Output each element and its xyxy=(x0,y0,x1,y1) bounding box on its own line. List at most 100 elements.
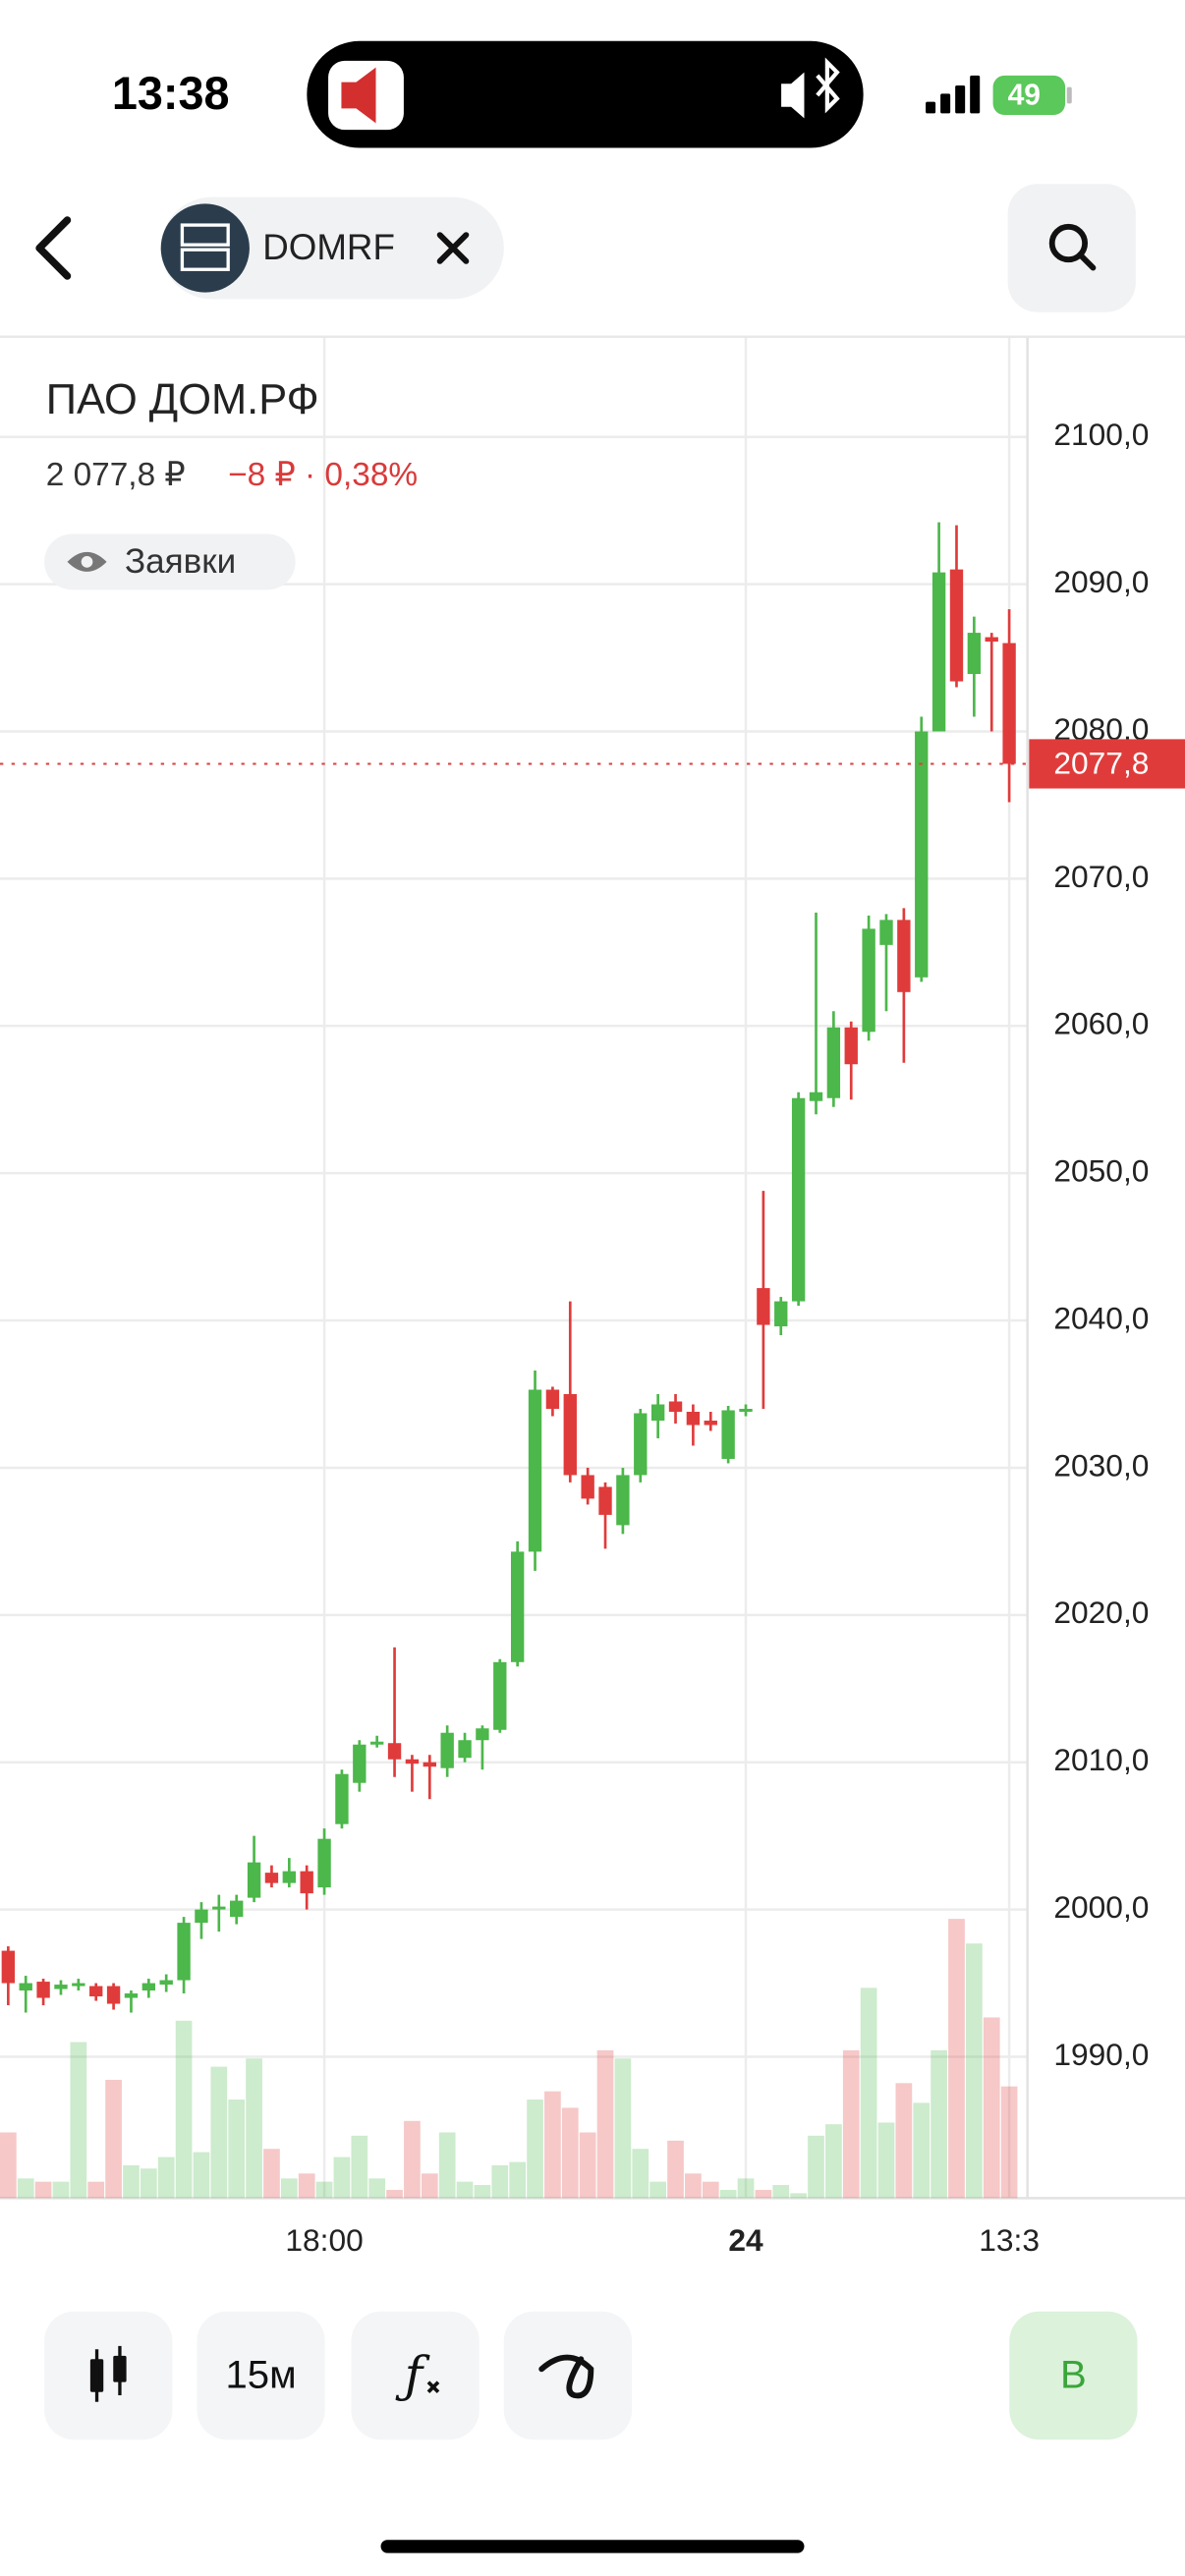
volume-bar xyxy=(596,2049,614,2199)
back-button[interactable] xyxy=(35,216,72,280)
volume-bar xyxy=(298,2173,315,2199)
candle-body xyxy=(72,1983,85,1987)
volume-bar xyxy=(228,2100,246,2199)
candle-body xyxy=(598,1486,612,1515)
home-indicator xyxy=(380,2540,805,2553)
search-button[interactable] xyxy=(1007,184,1136,312)
volume-bar xyxy=(966,1943,983,2199)
volume-bar xyxy=(421,2173,438,2199)
candle-body xyxy=(721,1410,735,1459)
candle-body xyxy=(440,1732,454,1768)
candle-body xyxy=(581,1475,594,1499)
volume-bar xyxy=(246,2058,262,2199)
volume-bar xyxy=(755,2190,772,2199)
volume-bar xyxy=(491,2164,509,2199)
candle-body xyxy=(370,1741,384,1745)
drawing-button[interactable] xyxy=(503,2311,633,2440)
battery-level: 49 xyxy=(1008,80,1041,112)
y-tick-label: 2060,0 xyxy=(1053,1006,1149,1041)
buy-label: В xyxy=(1060,2353,1087,2396)
candle-body xyxy=(686,1411,701,1426)
candle-body xyxy=(809,1092,823,1101)
volume-bar xyxy=(860,1988,877,2199)
candle-body xyxy=(1,1950,16,1984)
volume-bar xyxy=(105,2079,122,2199)
bluetooth-icon xyxy=(816,57,840,114)
signal-icon xyxy=(926,75,981,114)
candle-body xyxy=(634,1413,648,1476)
volume-bar xyxy=(87,2181,105,2199)
candle-body xyxy=(282,1871,296,1883)
candle-body xyxy=(510,1551,525,1662)
volume-bar xyxy=(157,2156,175,2199)
volume-bar xyxy=(931,2049,947,2199)
y-tick-label: 2010,0 xyxy=(1053,1742,1149,1777)
chart-type-button[interactable] xyxy=(44,2311,173,2440)
candle-body xyxy=(230,1900,244,1918)
candle-body xyxy=(423,1762,436,1767)
candle-body xyxy=(774,1301,788,1327)
volume-bar xyxy=(0,2132,17,2199)
candle-body xyxy=(300,1871,313,1894)
search-icon xyxy=(1048,223,1089,263)
candle-body xyxy=(668,1401,683,1412)
volume-bar xyxy=(913,2102,931,2199)
volume-bar xyxy=(404,2120,421,2199)
volume-bar xyxy=(456,2181,474,2199)
indicators-button[interactable] xyxy=(351,2311,480,2440)
candle-body xyxy=(89,1986,103,1997)
candle-body xyxy=(897,920,911,992)
volume-bar xyxy=(719,2190,737,2199)
volume-bar xyxy=(123,2164,140,2199)
y-tick-label: 1990,0 xyxy=(1053,2037,1149,2072)
volume-bar xyxy=(175,2020,193,2199)
candle-body xyxy=(493,1661,507,1730)
eye-pupil xyxy=(81,556,93,568)
volume-bar xyxy=(632,2149,649,2199)
orders-button[interactable] xyxy=(44,533,296,590)
chart: 1990,0 2000,0 2010,0 2020,0 2030,0 2040,0 2050… xyxy=(0,336,1185,2258)
volume-bar xyxy=(17,2178,34,2199)
x-tick-label: 24 xyxy=(728,2222,763,2258)
volume-bar xyxy=(333,2156,351,2199)
volume-bar xyxy=(193,2152,210,2199)
y-tick-label: 2050,0 xyxy=(1053,1153,1149,1189)
y-tick-label: 2020,0 xyxy=(1053,1595,1149,1630)
instrument-title: ПАО ДОМ.РФ xyxy=(46,376,319,423)
candle-body xyxy=(791,1097,806,1302)
candle-body xyxy=(195,1909,208,1924)
y-tick-label: 2000,0 xyxy=(1053,1889,1149,1925)
y-tick-label: 2070,0 xyxy=(1053,859,1149,894)
volume-bar xyxy=(895,2083,913,2199)
candle-body xyxy=(704,1420,717,1426)
x-tick-label: 18:00 xyxy=(285,2222,363,2258)
volume-bar xyxy=(579,2132,596,2199)
volume-bar xyxy=(702,2181,719,2199)
close-chip-button[interactable] xyxy=(436,232,470,264)
drawing-icon xyxy=(538,2354,594,2399)
candle-body xyxy=(739,1408,753,1412)
volume-bar xyxy=(315,2181,333,2199)
candle-body xyxy=(177,1923,191,1981)
candle-body xyxy=(405,1759,420,1764)
candles-icon xyxy=(89,2345,127,2402)
candle-body xyxy=(545,1389,560,1409)
volume-bar xyxy=(34,2181,52,2199)
ticker-chip[interactable] xyxy=(160,196,504,300)
volume-bar xyxy=(438,2132,456,2199)
orders-label: Заявки xyxy=(125,542,236,581)
candle-body xyxy=(317,1838,331,1888)
candle-body xyxy=(19,1983,32,1991)
volume-bar xyxy=(983,2017,1000,2199)
price: 2 077,8 ₽ xyxy=(46,457,186,493)
volume-bar xyxy=(52,2181,70,2199)
buy-button[interactable] xyxy=(1009,2311,1138,2440)
y-tick-label: 2100,0 xyxy=(1053,417,1149,452)
volume-bar xyxy=(614,2058,632,2199)
candle-body xyxy=(650,1404,665,1421)
candle-body xyxy=(949,569,964,682)
interval-button[interactable] xyxy=(197,2311,325,2440)
volume-bar xyxy=(772,2185,790,2199)
